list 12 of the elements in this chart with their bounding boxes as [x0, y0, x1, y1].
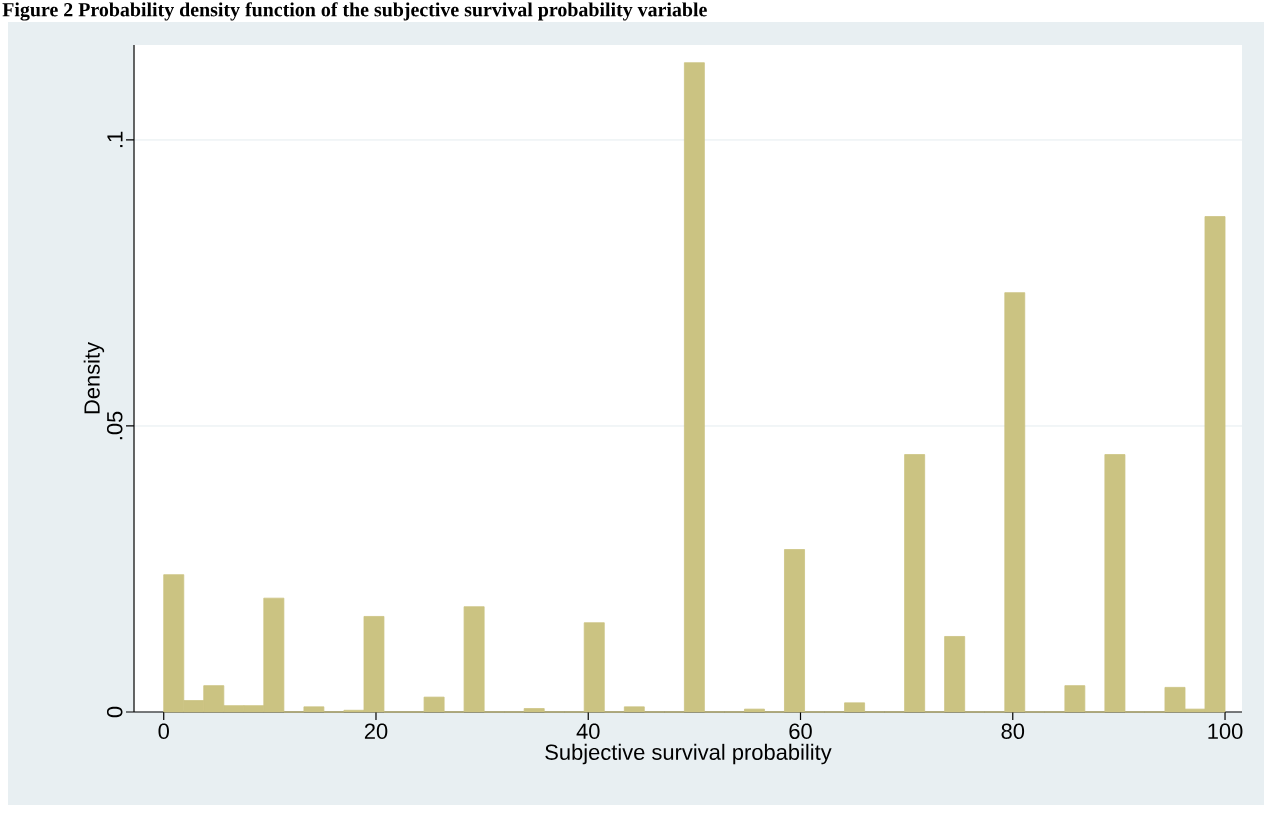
- x-tick-label: 100: [1208, 723, 1243, 740]
- x-tick-label: 80: [1001, 723, 1025, 740]
- x-tick-label: 60: [789, 723, 812, 740]
- y-tick-label: .1: [107, 131, 123, 148]
- x-tick-label: 40: [576, 723, 600, 740]
- y-axis-title: Density: [83, 341, 105, 414]
- x-axis-title: Subjective survival probability: [545, 743, 832, 765]
- x-tick-label: 0: [158, 723, 169, 740]
- y-tick-label: .05: [106, 411, 123, 440]
- x-tick-label: 20: [364, 723, 388, 740]
- chart-title: Figure 2 Probability density function of the subjective survival probability variable: [2, 2, 707, 21]
- y-tick-label: 0: [106, 706, 123, 718]
